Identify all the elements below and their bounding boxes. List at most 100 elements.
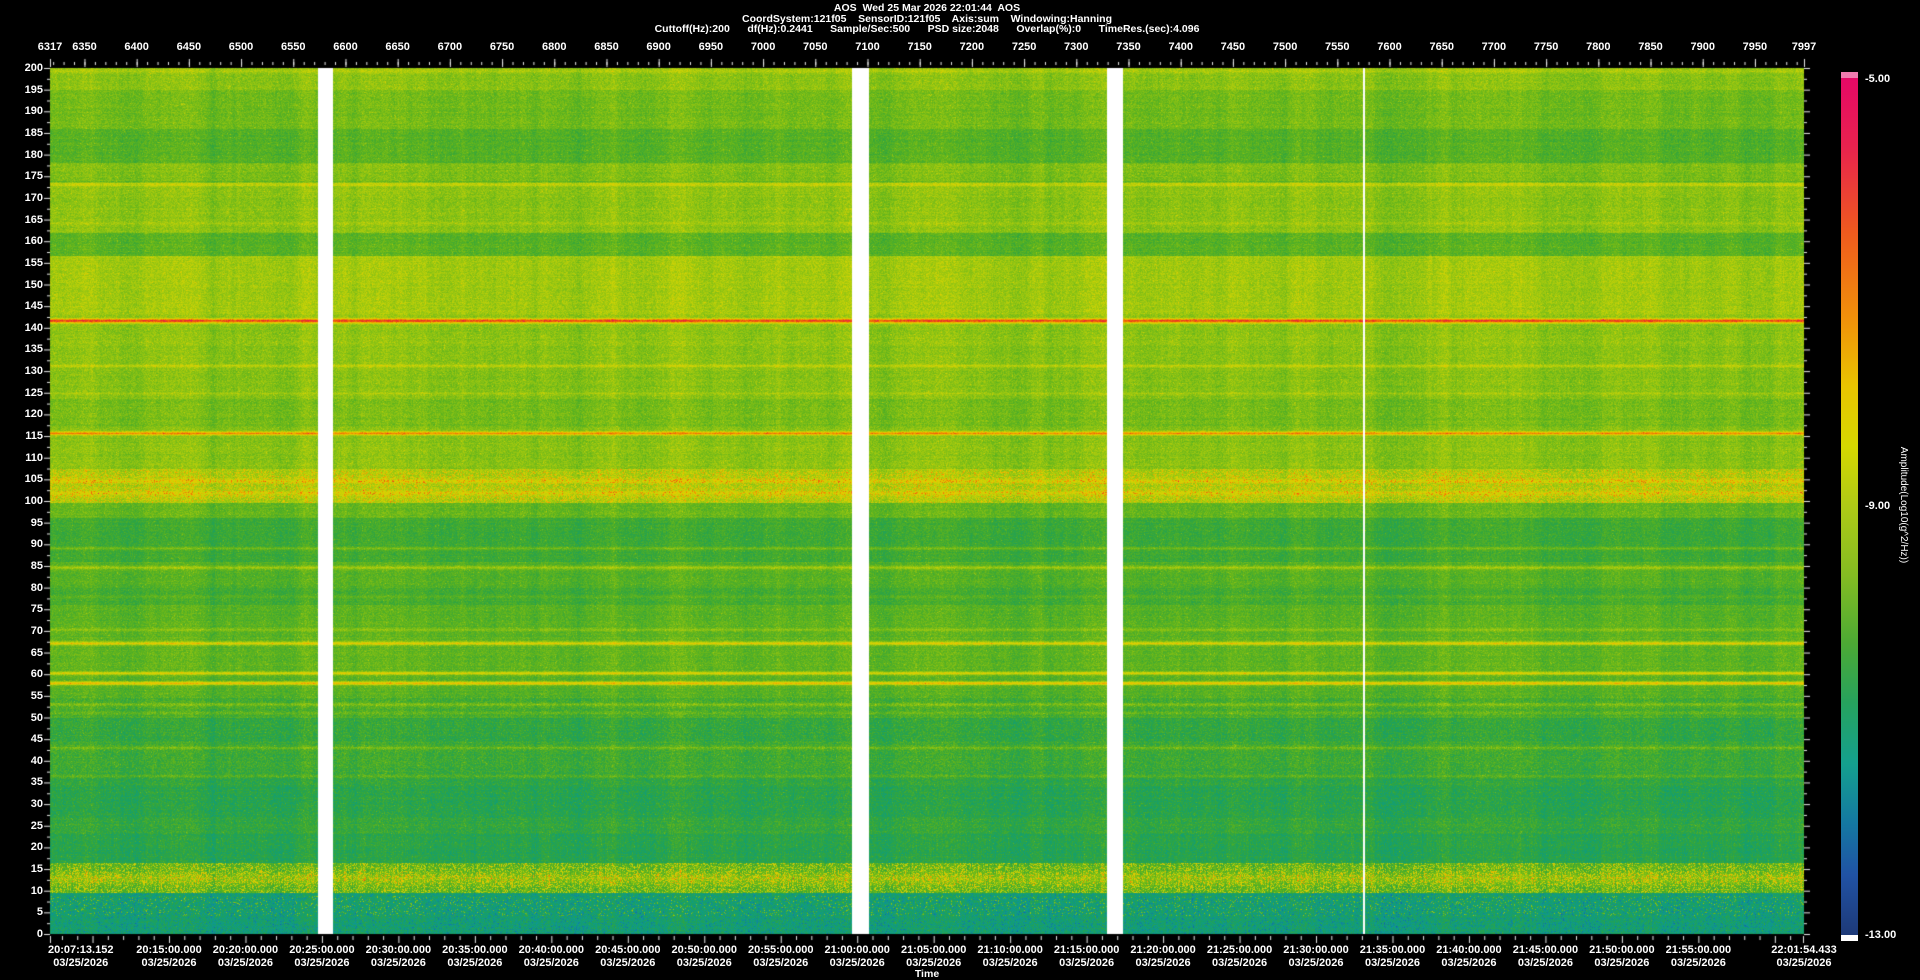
time-tick-label: 21:15:00.000 03/25/2026 xyxy=(1054,944,1119,970)
freq-axis-tick-label: 35 xyxy=(30,776,43,789)
freq-axis-tick-label: 90 xyxy=(30,538,43,551)
top-axis-tick-label: 7400 xyxy=(1168,41,1193,53)
time-tick-label: 21:45:00.000 03/25/2026 xyxy=(1513,944,1578,970)
time-tick-label: 21:20:00.000 03/25/2026 xyxy=(1130,944,1195,970)
freq-axis-tick-label: 155 xyxy=(24,256,43,269)
time-tick-label: 21:35:00.000 03/25/2026 xyxy=(1360,944,1425,970)
colorbar-gradient xyxy=(1841,78,1858,935)
time-value: 21:35:00.000 xyxy=(1359,944,1426,956)
colorbar-top-cap xyxy=(1841,72,1858,78)
time-tick-label: 20:55:00.000 03/25/2026 xyxy=(748,944,813,970)
top-axis-tick-label: 6450 xyxy=(176,41,202,53)
top-axis-tick-label: 6400 xyxy=(124,41,149,53)
freq-axis-tick-label: 0 xyxy=(36,928,43,940)
top-axis-tick-label: 7700 xyxy=(1481,41,1507,53)
date-value: 03/25/2026 xyxy=(600,957,656,969)
time-tick-label: 21:00:00.000 03/25/2026 xyxy=(824,944,889,970)
freq-axis-tick-label: 200 xyxy=(24,62,43,74)
date-value: 03/25/2026 xyxy=(1670,957,1726,969)
date-value: 03/25/2026 xyxy=(1441,957,1497,969)
time-tick-label: 21:55:00.000 03/25/2026 xyxy=(1666,944,1731,970)
top-axis-tick-label: 6317 xyxy=(37,41,63,53)
date-value: 03/25/2026 xyxy=(523,957,579,969)
freq-axis-tick-label: 185 xyxy=(24,126,43,139)
date-value: 03/25/2026 xyxy=(217,957,273,969)
freq-axis-tick-label: 5 xyxy=(36,906,43,919)
top-axis-tick-label: 6750 xyxy=(489,41,515,53)
time-value: 21:05:00.000 xyxy=(900,944,967,956)
freq-axis-tick-label: 80 xyxy=(30,581,43,594)
time-value: 21:50:00.000 xyxy=(1589,944,1655,956)
freq-axis-tick-label: 60 xyxy=(30,668,43,681)
freq-axis-tick-label: 150 xyxy=(24,278,43,291)
date-value: 03/25/2026 xyxy=(1135,957,1191,969)
header: AOS Wed 25 Mar 2026 22:01:44 AOS CoordSy… xyxy=(50,3,1804,35)
top-axis-tick-label: 6650 xyxy=(385,41,410,53)
top-axis-tick-label: 6550 xyxy=(281,41,306,53)
top-axis-tick-label: 7600 xyxy=(1377,41,1402,53)
freq-axis-tick-label: 85 xyxy=(30,559,43,572)
freq-axis-tick-label: 130 xyxy=(24,365,43,378)
date-value: 03/25/2026 xyxy=(1517,957,1573,969)
top-axis-tick-label: 7100 xyxy=(855,41,880,53)
date-value: 03/25/2026 xyxy=(676,957,732,969)
top-axis-tick-label: 7750 xyxy=(1533,41,1559,53)
top-axis-tick-label: 7150 xyxy=(907,41,932,53)
freq-axis-tick-label: 175 xyxy=(24,170,43,183)
time-tick-label: 20:25:00.000 03/25/2026 xyxy=(289,944,354,970)
date-value: 03/25/2026 xyxy=(370,957,426,969)
time-tick-label: 21:40:00.000 03/25/2026 xyxy=(1436,944,1501,970)
time-tick-label: 20:50:00.000 03/25/2026 xyxy=(672,944,737,970)
time-value: 21:45:00.000 xyxy=(1512,944,1579,956)
header-params-line1: CoordSystem:121f05 SensorID:121f05 Axis:… xyxy=(741,12,1112,25)
top-axis-tick-label: 6700 xyxy=(437,41,463,53)
top-axis-tick-label: 7550 xyxy=(1325,41,1350,53)
time-value: 20:45:00.000 xyxy=(595,944,661,956)
time-value: 21:20:00.000 xyxy=(1130,944,1196,956)
time-value: 20:40:00.000 xyxy=(518,944,585,956)
title-line: AOS Wed 25 Mar 2026 22:01:44 AOS xyxy=(833,2,1021,14)
time-value: 21:30:00.000 xyxy=(1283,944,1349,956)
time-tick-label: 21:30:00.000 03/25/2026 xyxy=(1283,944,1348,970)
top-axis-tick-label: 6500 xyxy=(228,41,254,53)
top-axis-tick-label: 7950 xyxy=(1742,41,1768,53)
time-value: 21:15:00.000 xyxy=(1053,944,1120,956)
top-axis-tick-label: 7450 xyxy=(1220,41,1246,53)
date-value: 03/25/2026 xyxy=(1364,957,1421,969)
colorbar-bottom-cap xyxy=(1841,935,1858,941)
freq-axis-tick-label: 160 xyxy=(24,235,43,248)
freq-axis-tick-label: 40 xyxy=(30,754,43,767)
top-axis-tick-label: 6800 xyxy=(542,41,567,53)
time-value: 20:07:13.152 xyxy=(48,944,114,956)
time-value: 21:25:00.000 xyxy=(1206,944,1273,956)
freq-axis-tick-label: 55 xyxy=(30,689,43,702)
time-tick-label: 20:07:13.152 03/25/2026 xyxy=(48,944,113,970)
freq-axis-tick-label: 50 xyxy=(30,711,43,724)
time-tick-label: 22:01:54.433 03/25/2026 xyxy=(1771,944,1836,970)
date-value: 03/25/2026 xyxy=(829,957,885,969)
colorbar-tick-mid: -9.00 xyxy=(1865,500,1891,512)
time-value: 22:01:54.433 xyxy=(1771,944,1837,956)
top-axis-tick-label: 7800 xyxy=(1586,41,1611,53)
top-axis-tick-label: 7850 xyxy=(1638,41,1663,53)
date-value: 03/25/2026 xyxy=(1594,957,1650,969)
freq-axis-tick-label: 120 xyxy=(24,408,43,421)
freq-axis-tick-label: 145 xyxy=(24,300,43,313)
top-axis-tick-label: 7200 xyxy=(959,41,985,53)
time-tick-label: 20:45:00.000 03/25/2026 xyxy=(595,944,660,970)
time-tick-label: 21:25:00.000 03/25/2026 xyxy=(1207,944,1272,970)
top-axis-tick-label: 6900 xyxy=(646,41,671,53)
freq-axis-tick-label: 65 xyxy=(30,646,43,659)
top-axis-tick-label: 7250 xyxy=(1011,41,1037,53)
top-axis-tick-label: 6350 xyxy=(72,41,97,53)
time-tick-label: 21:05:00.000 03/25/2026 xyxy=(901,944,966,970)
top-axis-tick-label: 7000 xyxy=(750,41,776,53)
time-value: 20:30:00.000 xyxy=(365,944,432,956)
freq-axis-tick-label: 125 xyxy=(24,386,43,399)
time-tick-label: 21:50:00.000 03/25/2026 xyxy=(1589,944,1654,970)
time-value: 21:10:00.000 xyxy=(977,944,1043,956)
amplitude-axis-title: Amplitude(Log10(g^2/Hz)) xyxy=(1898,446,1909,564)
freq-axis-tick-label: 115 xyxy=(25,430,43,443)
date-value: 03/25/2026 xyxy=(906,957,962,969)
